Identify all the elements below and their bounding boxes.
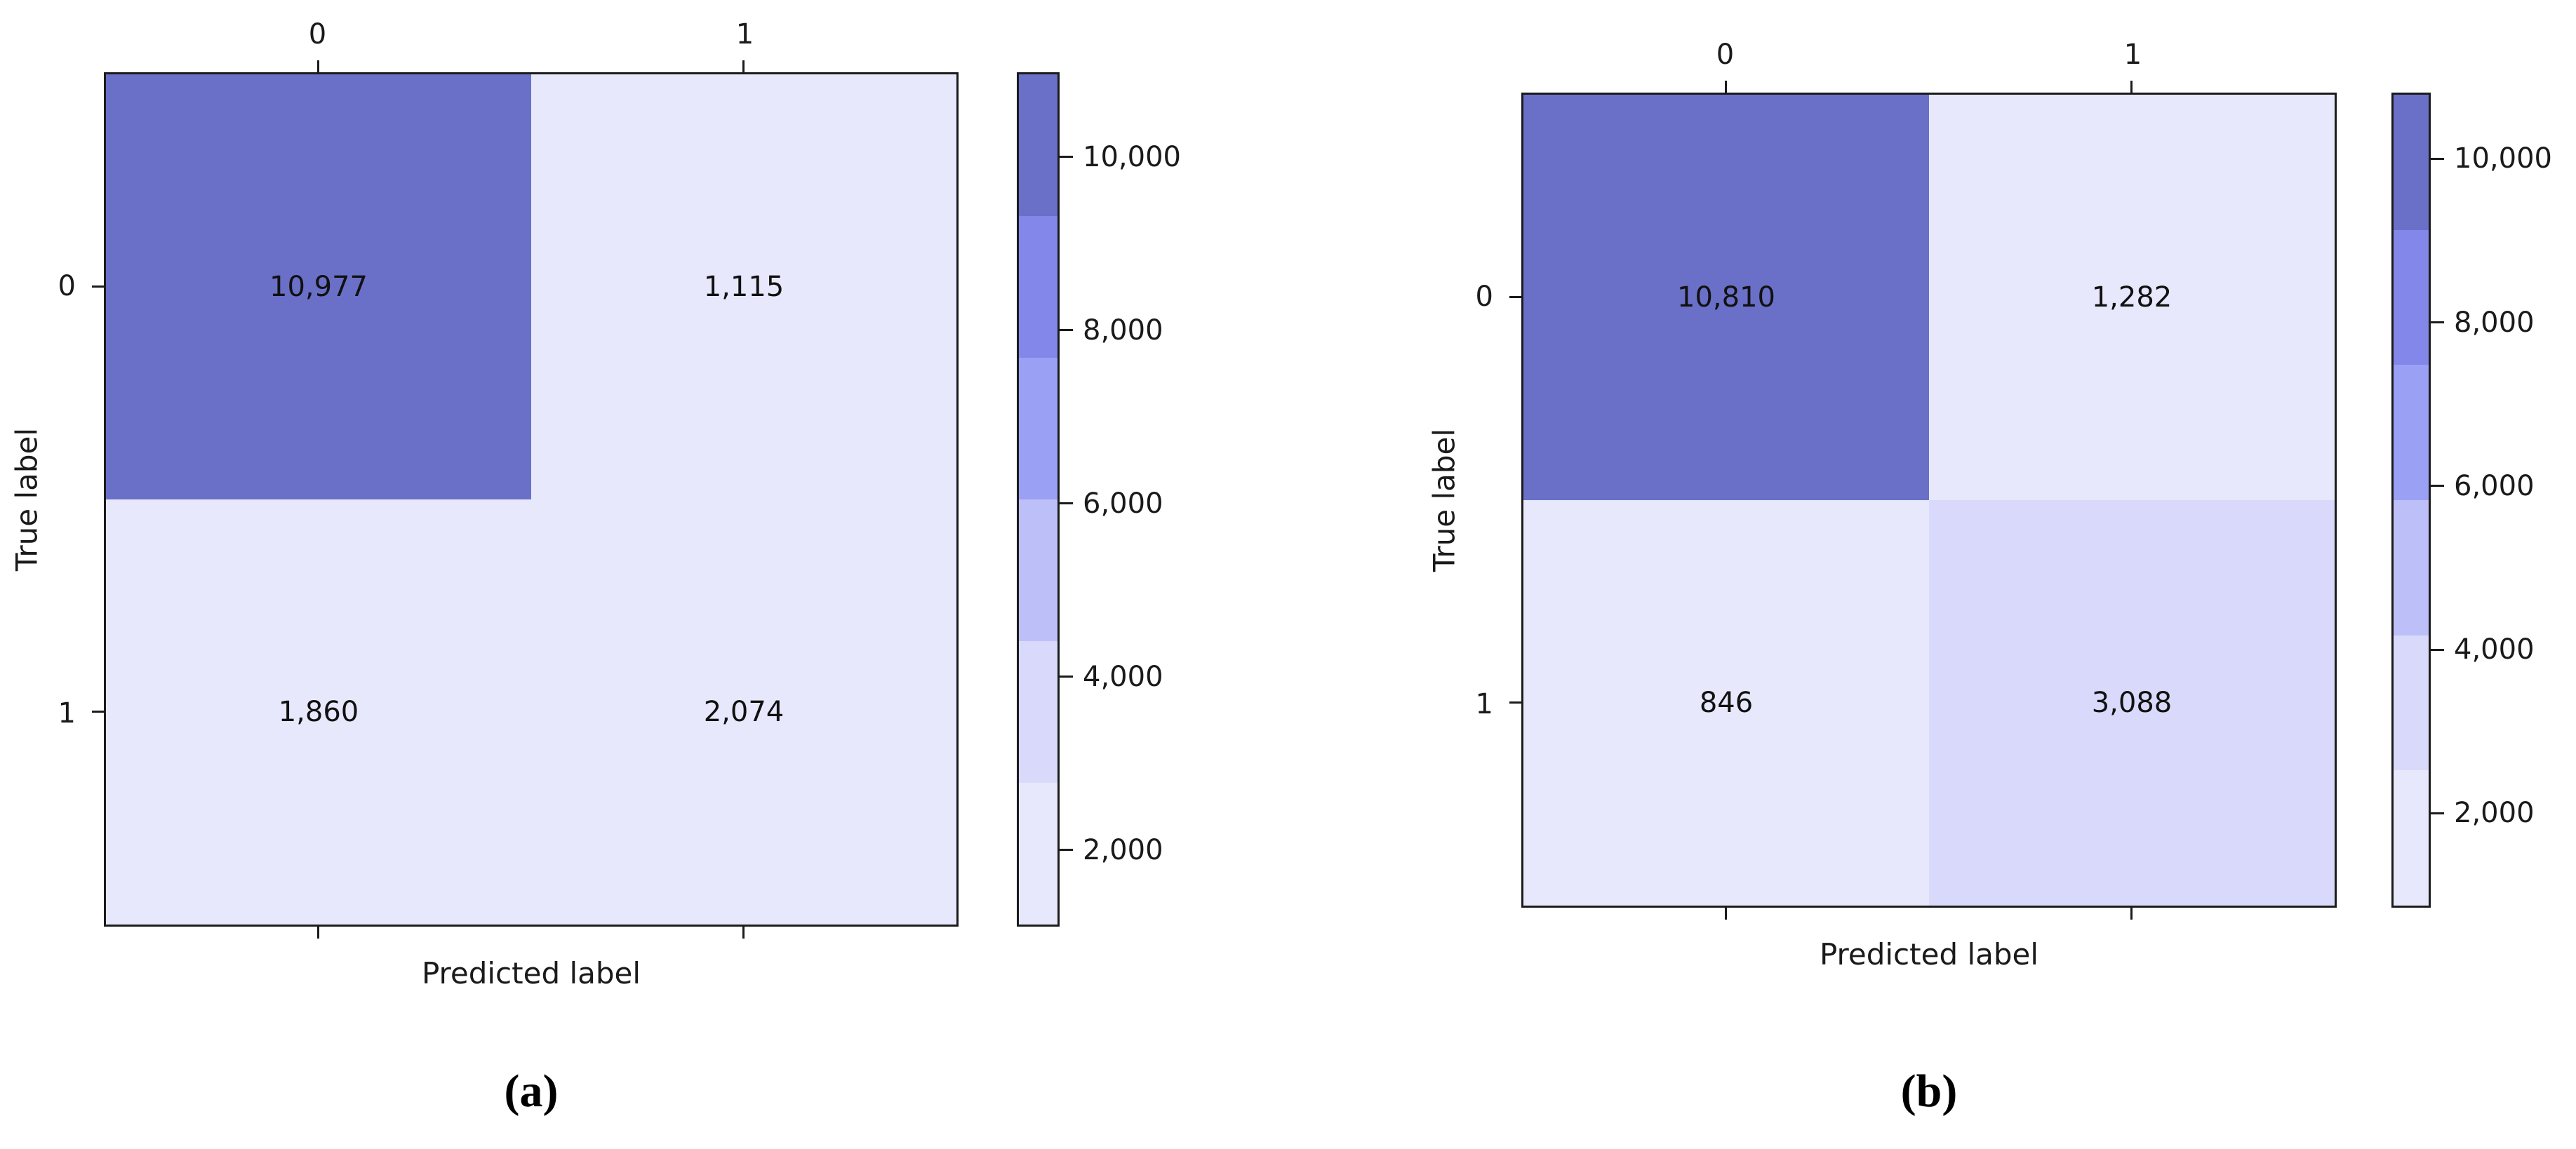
- matrix-cell-tn: 10,977: [106, 74, 531, 499]
- colorbar-tick-label: 8,000: [1083, 314, 1163, 347]
- colorbar-tick-mark: [2431, 648, 2444, 651]
- cell-value: 3,088: [2091, 687, 2173, 719]
- tick-mark: [1509, 296, 1521, 298]
- colorbar-ticks: 10,000 8,000 6,000 4,000 2,000: [2431, 93, 2576, 908]
- y-tick-label: 0: [58, 269, 76, 302]
- colorbar-tick-mark: [1060, 156, 1073, 159]
- matrix-cell-fn: 846: [1523, 500, 1929, 906]
- tick-mark: [1509, 701, 1521, 704]
- colorbar-band: [1019, 641, 1057, 783]
- colorbar-tick-label: 10,000: [2454, 142, 2552, 175]
- colorbar-band: [1019, 74, 1057, 216]
- colorbar-tick-label: 6,000: [1083, 487, 1163, 520]
- colorbar-tick-mark: [2431, 485, 2444, 488]
- colorbar-tick-mark: [2431, 157, 2444, 160]
- matrix-grid: 10,977 1,115 1,860 2,074: [92, 60, 959, 939]
- colorbar-ticks: 10,000 8,000 6,000 4,000 2,000: [1060, 72, 1270, 927]
- x-tick-label: 0: [308, 18, 327, 51]
- y-axis-title: True label: [1427, 428, 1462, 572]
- cell-value: 10,810: [1677, 281, 1775, 314]
- x-axis-title: Predicted label: [1819, 937, 2039, 972]
- tick-mark: [317, 927, 319, 939]
- y-tick-label: 1: [58, 697, 76, 730]
- tick-mark: [92, 285, 104, 288]
- colorbar-gradient: [2391, 93, 2431, 908]
- x-axis-title: Predicted label: [421, 956, 641, 990]
- colorbar-tick-mark: [1060, 329, 1073, 332]
- subfigure-caption-a: (a): [504, 1066, 559, 1117]
- colorbar-gradient: [1017, 72, 1060, 927]
- colorbar-band: [1019, 358, 1057, 499]
- colorbar-tick-label: 2,000: [2454, 797, 2535, 830]
- cell-value: 1,860: [278, 696, 359, 728]
- tick-mark: [317, 60, 319, 72]
- colorbar-band: [1019, 216, 1057, 358]
- y-tick-label: 0: [1475, 280, 1493, 313]
- colorbar-band: [1019, 783, 1057, 925]
- colorbar-tick-mark: [2431, 812, 2444, 814]
- matrix-cell-fp: 1,282: [1929, 95, 2335, 500]
- colorbar-band: [1019, 499, 1057, 641]
- colorbar: 10,000 8,000 6,000 4,000 2,000: [1017, 72, 1181, 927]
- matrix-cell-tp: 3,088: [1929, 500, 2335, 906]
- tick-mark: [742, 927, 745, 939]
- tick-mark: [742, 60, 745, 72]
- colorbar-band: [2394, 500, 2429, 636]
- colorbar-tick-label: 2,000: [1083, 833, 1163, 866]
- colorbar-band: [2394, 95, 2429, 230]
- colorbar-tick-mark: [1060, 676, 1073, 678]
- colorbar-tick-label: 4,000: [1083, 660, 1163, 693]
- colorbar-band: [2394, 770, 2429, 906]
- cell-value: 846: [1699, 687, 1754, 719]
- tick-mark: [1725, 81, 1727, 93]
- colorbar-tick-mark: [1060, 849, 1073, 852]
- matrix-cell-tn: 10,810: [1523, 95, 1929, 500]
- colorbar: 10,000 8,000 6,000 4,000 2,000: [2391, 93, 2552, 908]
- colorbar-band: [2394, 365, 2429, 501]
- colorbar-tick-label: 4,000: [2454, 633, 2535, 666]
- cell-value: 10,977: [269, 271, 368, 303]
- tick-mark: [92, 711, 104, 713]
- y-tick-label: 1: [1475, 687, 1493, 720]
- colorbar-tick-label: 10,000: [1083, 140, 1181, 173]
- x-tick-label: 0: [1716, 39, 1735, 71]
- subfigure-caption-b: (b): [1900, 1066, 1958, 1117]
- colorbar-tick-label: 6,000: [2454, 469, 2535, 502]
- cell-value: 1,282: [2091, 281, 2173, 314]
- matrix-grid: 10,810 1,282 846 3,088: [1509, 81, 2337, 920]
- tick-mark: [1725, 908, 1727, 920]
- tick-mark: [2130, 908, 2133, 920]
- matrix-cell-fp: 1,115: [531, 74, 956, 499]
- colorbar-tick-label: 8,000: [2454, 306, 2535, 339]
- x-tick-label: 1: [735, 18, 754, 51]
- cell-value: 1,115: [703, 271, 785, 303]
- matrix-cell-fn: 1,860: [106, 499, 531, 925]
- x-tick-label: 1: [2123, 39, 2142, 71]
- cell-value: 2,074: [703, 696, 785, 728]
- colorbar-band: [2394, 635, 2429, 771]
- colorbar-tick-mark: [1060, 502, 1073, 505]
- colorbar-tick-mark: [2431, 321, 2444, 324]
- colorbar-band: [2394, 229, 2429, 365]
- tick-mark: [2130, 81, 2133, 93]
- matrix-cell-tp: 2,074: [531, 499, 956, 925]
